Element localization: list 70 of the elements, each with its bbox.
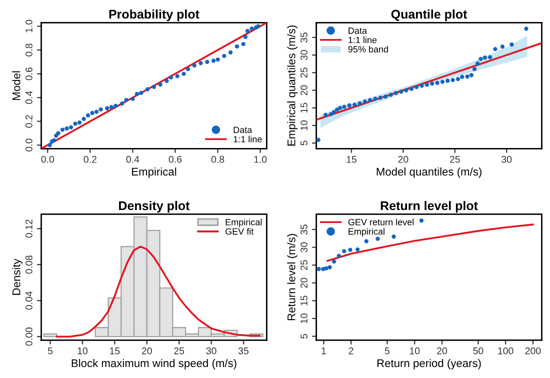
y-tick-label: 0.8	[26, 44, 32, 56]
y-tick-label: 0.04	[26, 291, 32, 310]
x-tick-label: 5	[384, 348, 390, 354]
x-tick-label: 25	[450, 156, 460, 163]
y-axis-title: Density	[12, 258, 22, 295]
x-tick-label: 20	[398, 156, 408, 163]
y-tick-label: 0.6	[26, 67, 32, 80]
y-axis-title: Return level (m/s)	[287, 234, 298, 320]
y-tick-label: 0.00	[26, 328, 32, 346]
legend-label: GEV fit	[226, 228, 254, 235]
y-tick-label: 25	[300, 68, 308, 78]
x-tick-label: 0.0	[41, 156, 54, 163]
y-tick-label: 35	[300, 224, 308, 235]
legend-label: 95% band	[348, 46, 388, 52]
x-tick-label: 10	[410, 347, 420, 354]
x-tick-label: 1	[322, 348, 326, 354]
x-axis-title: Return period (years)	[377, 358, 481, 370]
y-tick-label: 0.0	[26, 138, 32, 152]
y-tick-label: 35	[300, 32, 308, 42]
y-tick-label: 0.4	[26, 91, 32, 104]
x-tick-label: 20	[142, 347, 152, 354]
legend-label: 1:1 line	[348, 36, 377, 44]
x-tick-label: 25	[174, 347, 184, 354]
y-tick-label: 10	[300, 120, 308, 130]
x-tick-label: 2	[348, 347, 354, 354]
legend-label: 1:1 line	[234, 136, 262, 142]
chart-title: Return level plot	[380, 200, 478, 213]
y-tick-label: 0.08	[26, 256, 32, 274]
y-tick-label: 20	[300, 85, 308, 96]
chart-title: Probability plot	[109, 9, 200, 22]
x-tick-label: 30	[206, 347, 216, 354]
x-tick-label: 100	[498, 347, 514, 354]
y-axis-title: Model	[12, 71, 20, 100]
x-tick-label: 15	[346, 156, 356, 163]
y-tick-label: 0.12	[26, 220, 32, 238]
x-tick-label: 200	[525, 347, 541, 354]
legend-label: GEV return level	[348, 218, 414, 226]
x-tick-label: 1.0	[254, 156, 267, 163]
y-tick-label: 0.2	[26, 115, 32, 128]
x-tick-label: 0.8	[211, 156, 224, 163]
x-tick-label: 0.2	[84, 156, 96, 163]
chart-title: Density plot	[119, 200, 190, 213]
x-tick-label: 15	[110, 348, 120, 354]
legend-label: Data	[348, 28, 367, 34]
x-tick-label: 5	[48, 348, 53, 354]
y-tick-label: 15	[300, 296, 308, 306]
x-tick-label: 20	[437, 347, 448, 354]
y-tick-label: 5	[300, 140, 308, 146]
y-tick-label: 1.0	[26, 20, 32, 32]
y-tick-label: 20	[300, 278, 308, 288]
y-tick-label: 30	[300, 50, 308, 60]
x-axis-title: Block maximum wind speed (m/s)	[72, 358, 236, 370]
chart-title: Quantile plot	[391, 9, 468, 22]
x-tick-label: 0.6	[168, 156, 182, 163]
x-tick-label: 10	[78, 347, 88, 354]
x-tick-label: 30	[502, 156, 512, 163]
legend-label: Data	[234, 126, 252, 134]
legend-label: Empirical	[226, 218, 262, 228]
x-tick-label: 50	[473, 347, 484, 354]
x-axis-title: Model quantiles (m/s)	[376, 167, 482, 178]
legend-label: Empirical	[348, 228, 384, 236]
y-tick-label: 25	[300, 260, 308, 270]
y-tick-label: 15	[300, 102, 308, 113]
x-tick-label: 0.4	[126, 156, 140, 163]
x-axis-title: Empirical	[132, 167, 176, 178]
x-tick-label: 35	[238, 347, 249, 354]
y-tick-label: 10	[300, 313, 308, 324]
y-tick-label: 30	[300, 242, 308, 252]
y-axis-title: Empirical quantiles (m/s)	[287, 26, 298, 146]
y-tick-label: 5	[300, 334, 308, 339]
